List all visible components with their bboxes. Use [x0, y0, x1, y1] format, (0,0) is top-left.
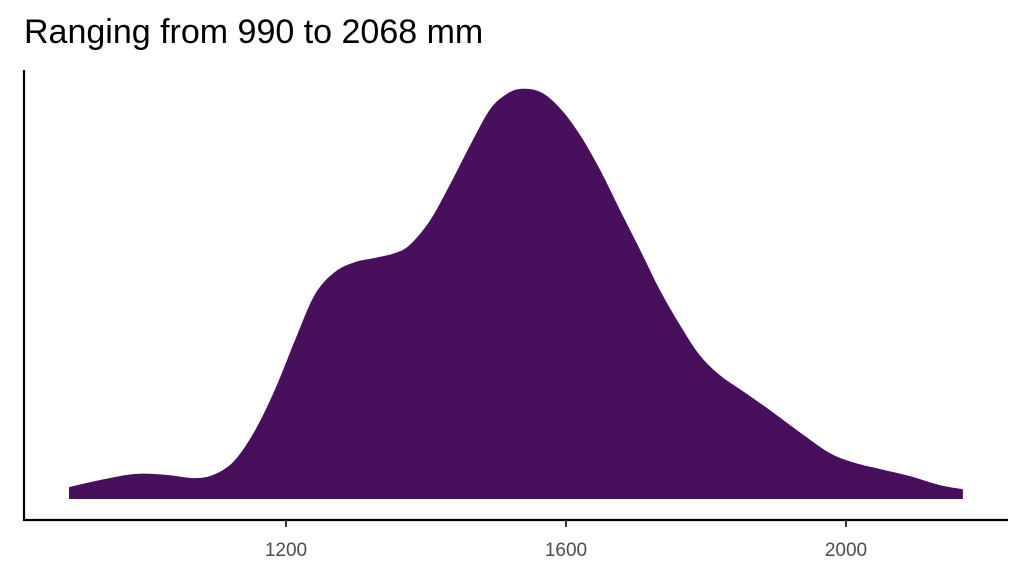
x-tick-label: 1200 [265, 540, 307, 561]
x-tick-label: 1600 [545, 540, 587, 561]
chart-title: Ranging from 990 to 2068 mm [24, 13, 484, 51]
x-axis-ticks: 1200 1600 2000 [265, 520, 867, 561]
density-area [69, 88, 963, 499]
x-tick-label: 2000 [825, 540, 867, 561]
